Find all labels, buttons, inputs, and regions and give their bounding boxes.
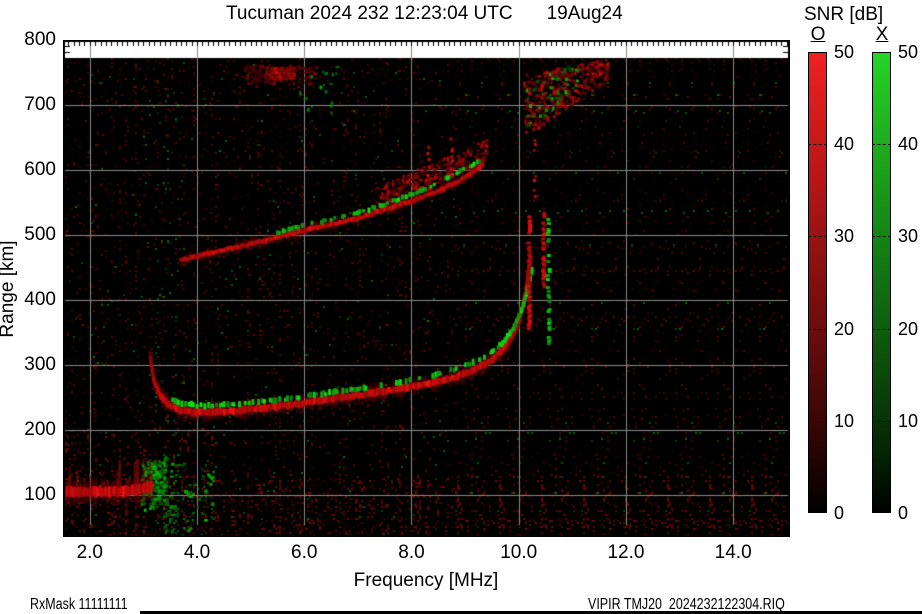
colorbar-tick-label cbar-o-tick: 20 <box>834 318 855 339</box>
colorbar-tick-dash <box>872 328 891 330</box>
colorbar-tick-label cbar-o-tick: 0 <box>834 503 845 523</box>
colorbar-tick-label cbar-o-tick: 50 <box>834 42 855 62</box>
ionogram-canvas <box>63 40 790 537</box>
rxmask-caption: RxMask 11111111 <box>30 596 128 613</box>
x-tick-label: 8.0 <box>398 542 425 563</box>
colorbar-tick-dash <box>808 144 827 146</box>
colorbar-tick-label cbar-x-tick: 20 <box>898 318 919 339</box>
y-tick-label: 600 <box>24 158 56 180</box>
x-mode-colorbar-label: X <box>875 24 889 45</box>
window-bottom-edge <box>140 611 922 614</box>
colorbar-tick-label cbar-o-tick: 30 <box>834 226 855 247</box>
y-tick-label: 500 <box>24 223 56 245</box>
colorbar-tick-dash <box>808 420 827 422</box>
o-mode-colorbar <box>808 52 827 513</box>
colorbar-tick-label cbar-x-tick: 10 <box>898 410 919 431</box>
y-tick-label: 100 <box>24 483 56 505</box>
datafile-caption: VIPIR TMJ20_2024232122304.RIQ <box>588 596 785 613</box>
plot-title: Tucuman 2024 232 12:23:04 UTC <box>226 3 513 24</box>
y-tick-label: 200 <box>24 418 56 440</box>
colorbar-tick-label cbar-x-tick: 0 <box>898 503 909 523</box>
colorbar-tick-dash <box>872 144 891 146</box>
y-tick-label: 300 <box>24 353 56 375</box>
plot-date: 19Aug24 <box>546 3 623 24</box>
snr-legend-title: SNR [dB] <box>804 4 884 25</box>
y-tick-label: 800 <box>24 29 56 50</box>
colorbar-tick-label cbar-x-tick: 30 <box>898 226 919 247</box>
x-axis-title: Frequency [MHz] <box>353 570 499 591</box>
colorbar-tick-dash <box>808 236 827 238</box>
x-mode-colorbar <box>872 52 891 513</box>
colorbar-tick-label cbar-o-tick: 10 <box>834 410 855 431</box>
x-tick-label: 4.0 <box>183 542 211 563</box>
colorbar-tick-label cbar-x-tick: 50 <box>898 42 919 62</box>
colorbar-tick-dash <box>872 420 891 422</box>
x-tick-label: 14.0 <box>714 542 752 563</box>
colorbar-tick-dash <box>808 328 827 330</box>
x-tick-label: 2.0 <box>76 542 103 563</box>
colorbar-tick-label cbar-x-tick: 40 <box>898 134 919 155</box>
x-tick-label: 6.0 <box>291 542 318 563</box>
x-tick-label: 12.0 <box>607 542 645 563</box>
plot-title-row: Tucuman 2024 232 12:23:04 UTC 19Aug24 <box>226 3 623 25</box>
y-tick-label: 700 <box>24 93 56 115</box>
colorbar-tick-dash <box>872 236 891 238</box>
y-tick-label: 400 <box>24 288 56 310</box>
o-mode-colorbar-label: O <box>810 24 826 45</box>
x-tick-label: 10.0 <box>500 542 538 563</box>
colorbar-tick-label cbar-o-tick: 40 <box>834 134 855 155</box>
